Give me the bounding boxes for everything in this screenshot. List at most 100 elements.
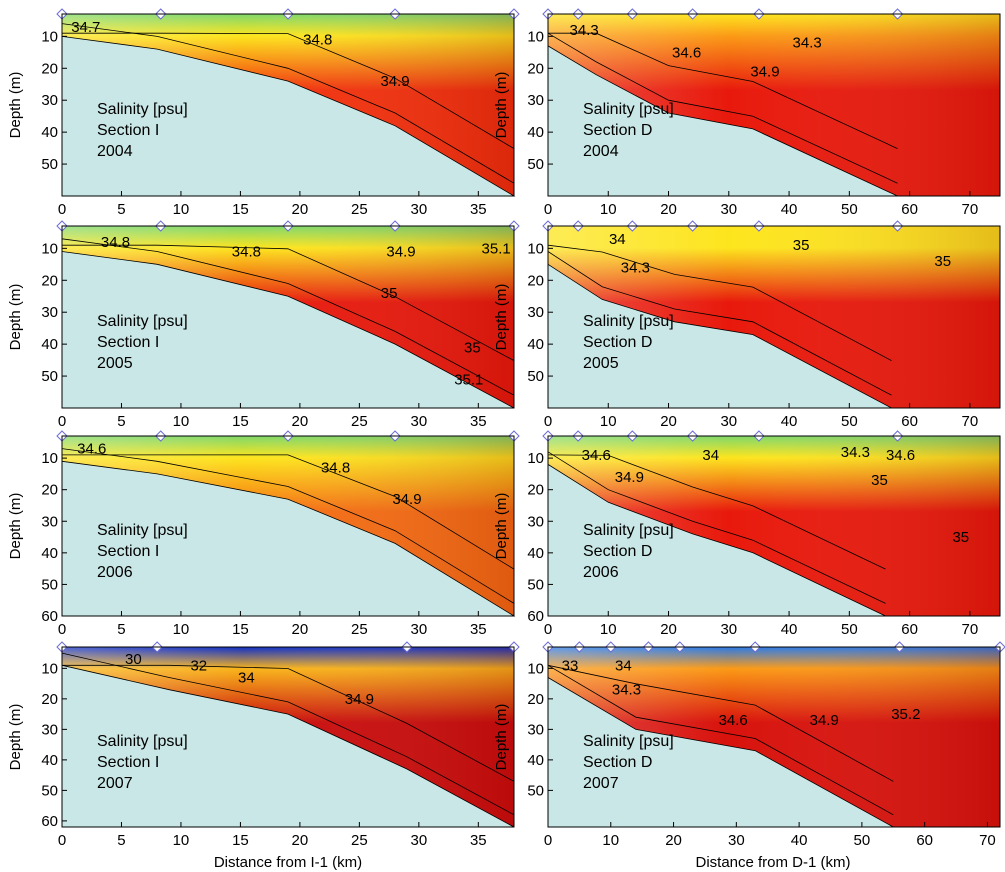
x-tick-label: 0 bbox=[544, 201, 552, 218]
x-tick-label: 15 bbox=[232, 621, 249, 638]
contour-label: 35.1 bbox=[454, 371, 483, 388]
axes-frame bbox=[61, 435, 515, 617]
x-tick-label: 0 bbox=[58, 832, 66, 849]
x-tick-label: 20 bbox=[660, 413, 677, 430]
x-tick-label: 0 bbox=[58, 621, 66, 638]
axes-frame bbox=[547, 435, 1001, 617]
contour-label: 30 bbox=[125, 651, 142, 668]
y-tick-label: 60 bbox=[41, 813, 58, 830]
contour-label: 34.3 bbox=[793, 35, 822, 52]
x-tick-label: 20 bbox=[292, 201, 309, 218]
contour-label: 34.9 bbox=[750, 63, 779, 80]
y-tick-label: 40 bbox=[41, 752, 58, 769]
x-tick-label: 0 bbox=[58, 201, 66, 218]
x-tick-label: 70 bbox=[979, 832, 996, 849]
x-tick-label: 40 bbox=[791, 832, 808, 849]
panel-annotation: Section D bbox=[583, 543, 652, 560]
x-tick-label: 50 bbox=[854, 832, 871, 849]
contour-line bbox=[547, 454, 886, 570]
contour-label: 34.3 bbox=[570, 22, 599, 39]
y-tick-label: 20 bbox=[41, 482, 58, 499]
axes-frame bbox=[61, 225, 515, 409]
contour-label: 34.3 bbox=[621, 260, 650, 277]
y-tick-label: 10 bbox=[41, 240, 58, 257]
x-tick-label: 5 bbox=[117, 621, 125, 638]
contour-line bbox=[547, 244, 892, 361]
y-axis-label: Depth (m) bbox=[493, 493, 510, 560]
contour-label: 35 bbox=[934, 253, 951, 270]
axes-frame bbox=[61, 13, 515, 197]
panel-annotation: Section I bbox=[97, 754, 159, 771]
y-tick-label: 50 bbox=[41, 782, 58, 799]
panel-annotation: Section D bbox=[583, 754, 652, 771]
x-tick-label: 50 bbox=[841, 621, 858, 638]
x-tick-label: 60 bbox=[901, 621, 918, 638]
x-tick-label: 10 bbox=[173, 413, 190, 430]
contour-line bbox=[61, 448, 515, 604]
xlabel-right: Distance from D-1 (km) bbox=[695, 854, 850, 871]
contour-label: 34.9 bbox=[615, 469, 644, 486]
y-tick-label: 50 bbox=[527, 782, 544, 799]
panel-annotation: Salinity [psu] bbox=[583, 522, 674, 539]
x-tick-label: 35 bbox=[470, 413, 487, 430]
y-tick-label: 20 bbox=[41, 691, 58, 708]
y-tick-label: 10 bbox=[527, 660, 544, 677]
y-tick-label: 30 bbox=[41, 304, 58, 321]
panel-annotation: Salinity [psu] bbox=[97, 101, 188, 118]
contour-line bbox=[62, 454, 515, 570]
contour-label: 34 bbox=[615, 657, 632, 674]
panel-annotation: Salinity [psu] bbox=[583, 733, 674, 750]
x-tick-label: 20 bbox=[292, 832, 309, 849]
x-tick-label: 10 bbox=[173, 832, 190, 849]
y-axis-label: Depth (m) bbox=[493, 72, 510, 139]
x-tick-label: 15 bbox=[232, 832, 249, 849]
axes-frame bbox=[547, 225, 1001, 409]
y-tick-label: 10 bbox=[527, 450, 544, 467]
panel-annotation: 2004 bbox=[97, 143, 133, 160]
x-tick-label: 40 bbox=[781, 413, 798, 430]
x-tick-label: 10 bbox=[600, 621, 617, 638]
x-tick-label: 5 bbox=[117, 201, 125, 218]
x-tick-label: 50 bbox=[841, 413, 858, 430]
y-axis-label: Depth (m) bbox=[493, 284, 510, 351]
y-tick-label: 30 bbox=[41, 721, 58, 738]
panel-annotation: 2005 bbox=[583, 355, 619, 372]
contour-label: 34.7 bbox=[71, 19, 100, 36]
x-tick-label: 25 bbox=[351, 621, 368, 638]
panel-annotation: Section D bbox=[583, 334, 652, 351]
x-tick-label: 10 bbox=[173, 201, 190, 218]
x-tick-label: 15 bbox=[232, 201, 249, 218]
contour-label: 34.8 bbox=[101, 234, 130, 251]
y-axis-label: Depth (m) bbox=[7, 72, 24, 139]
y-tick-label: 50 bbox=[527, 156, 544, 173]
x-tick-label: 20 bbox=[660, 621, 677, 638]
panel-d-2007: 33 34 34.3 34.6 34.9 35.2 Salinity [psu] Sectio… bbox=[493, 641, 1005, 849]
contour-line bbox=[548, 32, 898, 149]
y-tick-label: 50 bbox=[41, 576, 58, 593]
x-tick-label: 25 bbox=[351, 413, 368, 430]
y-axis-label: Depth (m) bbox=[7, 704, 24, 771]
contour-label: 34.6 bbox=[77, 441, 106, 458]
y-axis-label: Depth (m) bbox=[7, 493, 24, 560]
panel-annotation: Salinity [psu] bbox=[97, 313, 188, 330]
y-tick-label: 30 bbox=[527, 304, 544, 321]
contour-line bbox=[547, 32, 898, 184]
panel-annotation: Section I bbox=[97, 543, 159, 560]
y-tick-label: 40 bbox=[527, 124, 544, 141]
xlabel-left: Distance from I-1 (km) bbox=[214, 854, 362, 871]
contour-label: 35.1 bbox=[482, 240, 511, 257]
y-tick-label: 10 bbox=[527, 28, 544, 45]
contour-line bbox=[62, 32, 515, 149]
y-tick-label: 20 bbox=[41, 272, 58, 289]
contour-line bbox=[547, 251, 892, 396]
x-tick-label: 10 bbox=[173, 621, 190, 638]
panel-annotation: Salinity [psu] bbox=[97, 522, 188, 539]
y-tick-label: 40 bbox=[527, 545, 544, 562]
contour-label: 34.6 bbox=[719, 712, 748, 729]
x-tick-label: 30 bbox=[720, 621, 737, 638]
panel-annotation: 2006 bbox=[583, 564, 619, 581]
y-tick-label: 60 bbox=[41, 608, 58, 625]
